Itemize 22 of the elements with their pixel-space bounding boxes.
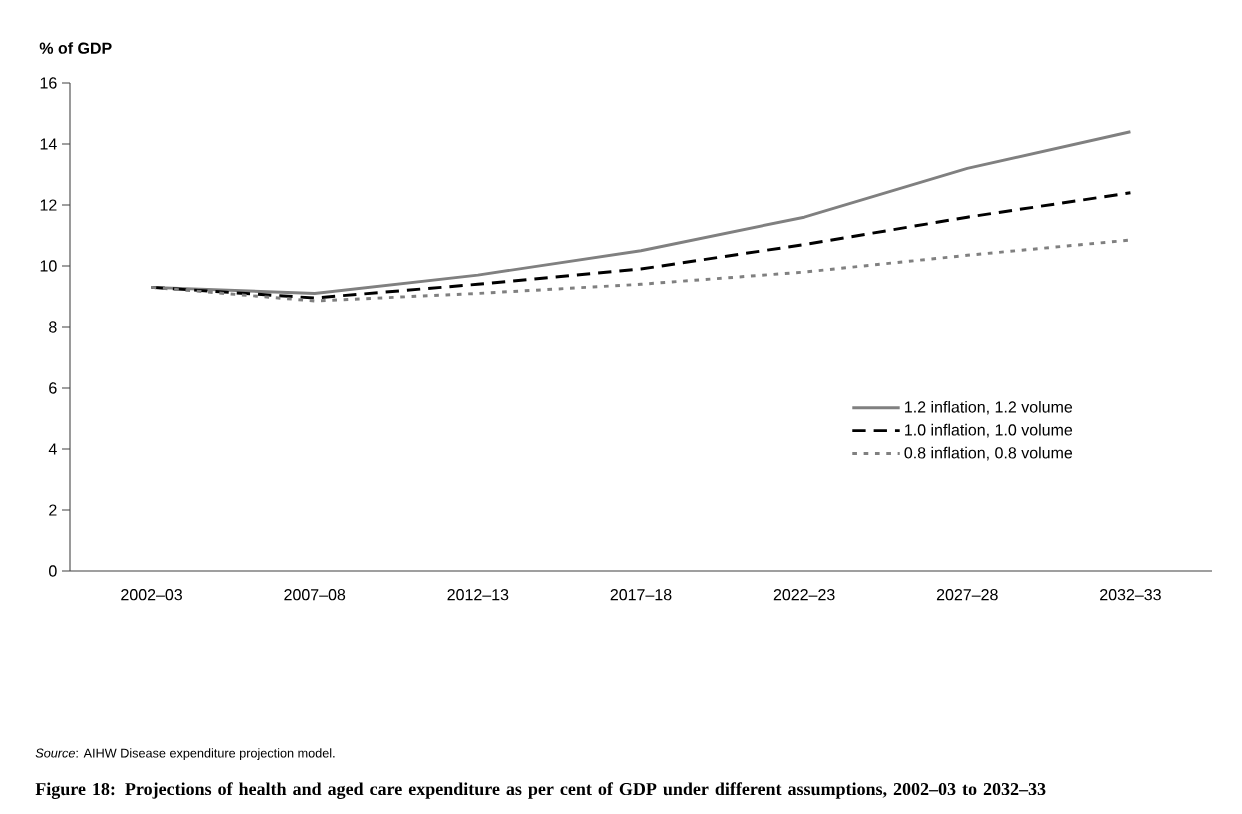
x-tick-label: 2027–28 [936, 589, 998, 601]
y-tick-label: 2 [49, 504, 57, 516]
x-tick-label: 2017–18 [610, 589, 672, 601]
x-tick-label: 2012–13 [447, 589, 509, 601]
x-tick-label: 2022–23 [773, 589, 835, 601]
y-tick-label: 10 [40, 260, 57, 272]
x-tick-label: 2002–03 [121, 589, 182, 601]
x-tick-label: 2032–33 [1100, 589, 1161, 601]
legend-label: 0.8 inflation, 0.8 volume [904, 446, 1073, 461]
y-axis-title: % of GDP [39, 42, 112, 54]
legend-label: 1.2 inflation, 1.2 volume [905, 400, 1073, 415]
y-tick-label: 6 [49, 382, 57, 394]
text: Figure 18: Projections of health and aged care expenditure as per cent of GDP under different assumptions, 2002–03 to 2032–33 [35, 782, 1046, 799]
y-tick-label: 8 [49, 321, 57, 333]
y-tick-label: 16 [40, 77, 57, 89]
y-tick-label: 14 [40, 138, 57, 150]
text: Source: AIHW Disease expenditure projection model. [35, 748, 335, 761]
y-tick-label: 12 [40, 199, 57, 211]
x-tick-label: 2007–08 [284, 589, 346, 601]
legend-label: 1.0 inflation, 1.0 volume [905, 423, 1073, 438]
y-tick-label: 0 [49, 565, 57, 577]
y-tick-label: 4 [48, 443, 57, 455]
